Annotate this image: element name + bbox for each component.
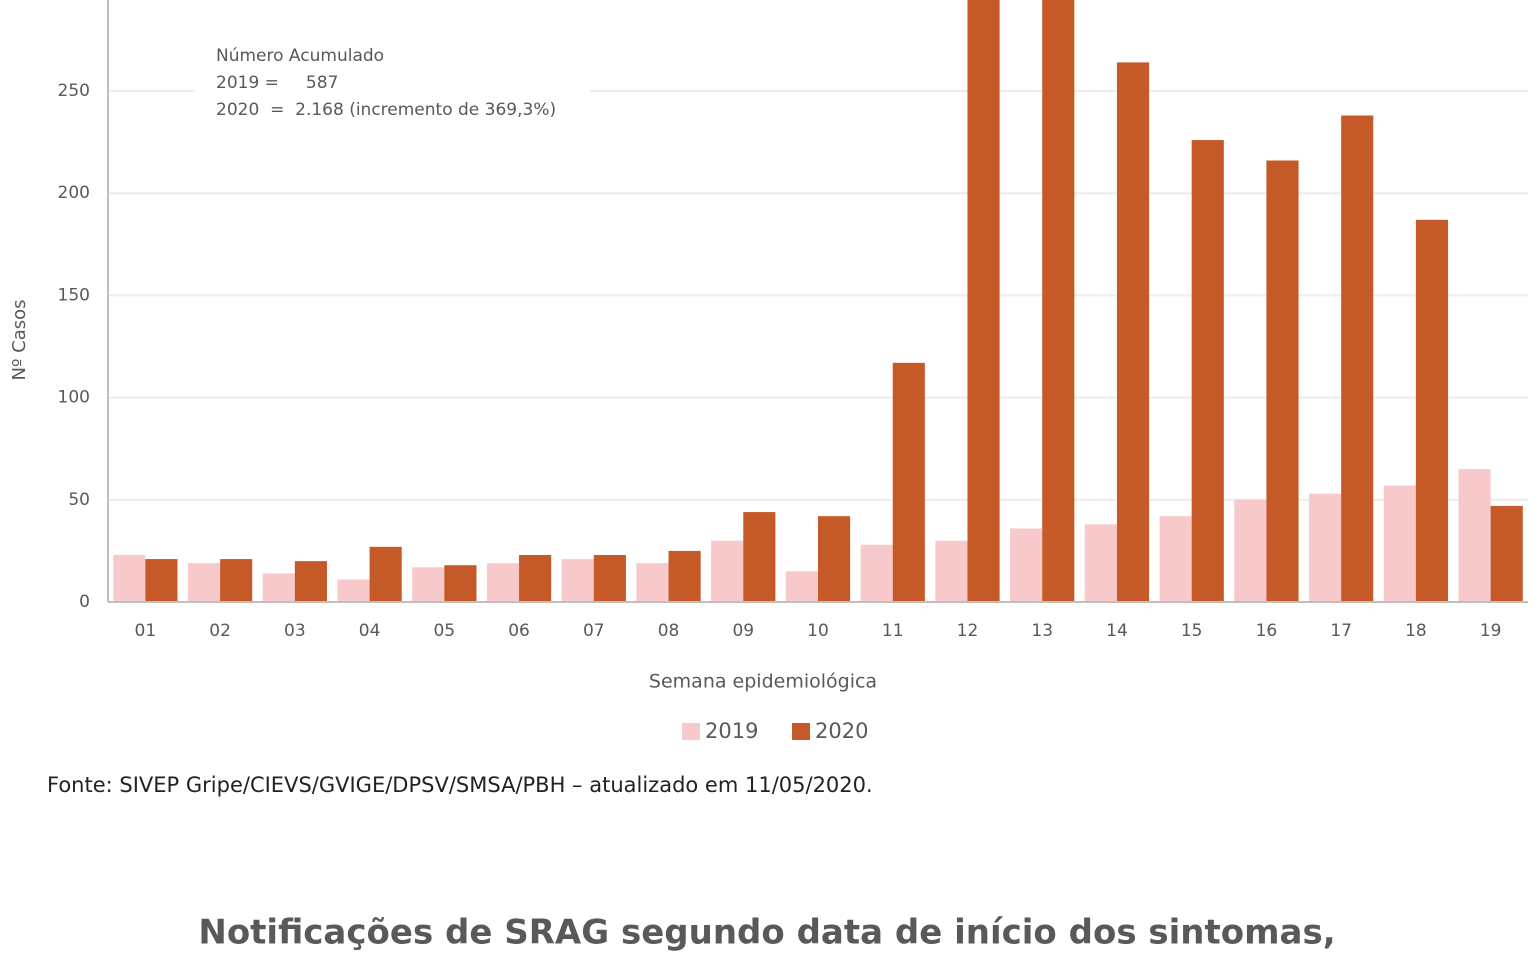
legend-swatch [682,723,700,740]
x-tick-label: 09 [732,621,754,641]
bar [1458,469,1491,602]
annotation-box [195,40,590,126]
bar [818,516,851,602]
bar [1191,140,1224,602]
x-tick-label: 06 [508,621,530,641]
x-tick-label: 03 [284,621,306,641]
x-tick-label: 05 [433,621,455,641]
x-tick-label: 11 [882,621,904,641]
bar [561,559,594,602]
bar [1116,62,1150,603]
next-title: Notificações de SRAG segundo data de iní… [198,913,1335,953]
y-axis-label: Nº Casos [9,299,30,380]
source-note: Fonte: SIVEP Gripe/CIEVS/GVIGE/DPSV/SMSA… [47,773,873,797]
y-tick-label: 50 [68,490,90,510]
bar [444,565,477,602]
bar [967,0,1000,602]
bar [785,571,818,602]
x-tick-label: 17 [1330,621,1352,641]
bar [262,573,295,602]
bar [412,567,445,602]
bar [113,554,146,602]
bar [1010,528,1043,602]
bar [1234,499,1267,602]
legend-swatch [792,723,810,740]
bar [1383,485,1416,602]
bar [1042,0,1075,602]
bar [1490,505,1523,602]
bar [743,512,776,602]
bar [892,362,925,602]
bar [1341,115,1374,602]
bar [860,544,893,602]
bar [668,550,701,602]
bar [145,559,178,602]
legend-label: 2020 [815,719,868,743]
bar [1159,516,1192,602]
x-tick-label: 19 [1480,621,1502,641]
x-tick-label: 16 [1256,621,1278,641]
y-tick-label: 200 [58,183,90,203]
y-tick-label: 150 [58,285,90,305]
annotation: Número Acumulado [216,46,384,66]
bar [593,554,626,602]
bar [369,546,402,602]
x-tick-label: 13 [1031,621,1053,641]
bar [486,563,520,602]
x-tick-label: 12 [957,621,979,641]
x-tick-label: 02 [209,621,231,641]
bar [636,563,669,602]
y-tick-label: 250 [58,81,90,101]
x-tick-label: 04 [359,621,381,641]
annotation: 2020 = 2.168 (incremento de 369,3%) [216,100,556,120]
x-tick-label: 07 [583,621,605,641]
bar [294,561,327,602]
legend-label: 2019 [705,719,758,743]
x-tick-label: 15 [1181,621,1203,641]
x-axis-label: Semana epidemiológica [649,671,877,693]
x-tick-label: 14 [1106,621,1128,641]
annotation: 2019 = 587 [216,73,338,93]
bar [1415,219,1449,602]
bar [711,540,744,602]
x-tick-label: 18 [1405,621,1427,641]
x-tick-label: 08 [658,621,680,641]
x-tick-label: 10 [807,621,829,641]
bar [935,540,968,602]
bar [1266,160,1299,602]
bar [187,563,221,602]
bar [337,579,370,602]
y-tick-label: 0 [79,592,90,612]
bar [519,554,552,602]
x-tick-label: 01 [135,621,157,641]
bar [1084,524,1117,602]
bar [1309,493,1342,602]
bar [220,559,253,602]
y-tick-label: 100 [58,388,90,408]
